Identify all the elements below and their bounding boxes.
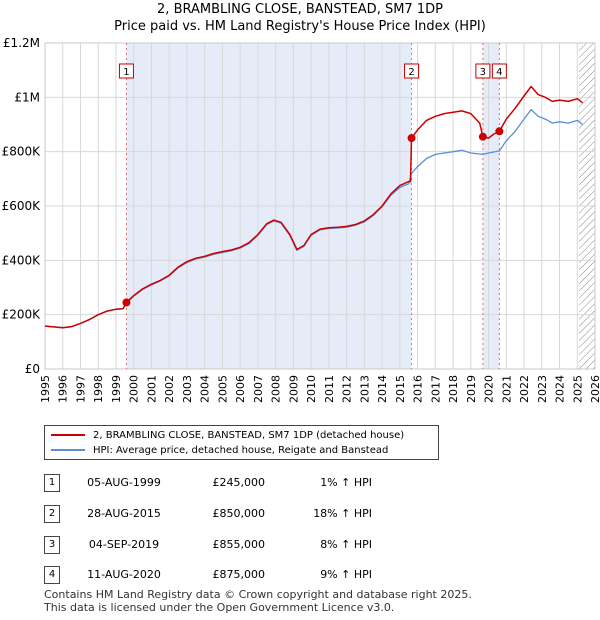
- table-row-price: £245,000: [212, 476, 266, 489]
- table-row-price: £855,000: [212, 538, 266, 551]
- sale-marker-box: [475, 63, 491, 79]
- table-row-marker: 2: [44, 505, 60, 523]
- x-tick-label: 2026: [589, 375, 600, 403]
- table-row-date: 05-AUG-1999: [87, 476, 161, 489]
- table-row-price: £850,000: [212, 507, 266, 520]
- x-tick-label: 2010: [305, 375, 318, 403]
- x-tick-label: 1996: [57, 375, 70, 403]
- x-tick-label: 2024: [554, 375, 567, 403]
- sale-marker-label: 2: [408, 67, 414, 78]
- x-tick-label: 2012: [341, 375, 354, 403]
- table-row-hpi: 9% ↑ HPI: [320, 568, 372, 581]
- x-tick-label: 2015: [394, 375, 407, 403]
- sale-marker-label: 3: [480, 67, 486, 78]
- x-tick-label: 2007: [252, 375, 265, 403]
- x-tick-label: 2021: [500, 375, 513, 403]
- table-row-hpi: 8% ↑ HPI: [320, 538, 372, 551]
- x-tick-label: 2018: [447, 375, 460, 403]
- x-tick-label: 2014: [376, 375, 389, 403]
- chart-subtitle: Price paid vs. HM Land Registry's House …: [114, 19, 486, 34]
- x-tick-label: 1997: [74, 375, 87, 403]
- chart-legend: 2, BRAMBLING CLOSE, BANSTEAD, SM7 1DP (d…: [44, 425, 439, 460]
- legend-item-property: 2, BRAMBLING CLOSE, BANSTEAD, SM7 1DP (d…: [51, 429, 404, 443]
- legend-label-hpi: HPI: Average price, detached house, Reig…: [93, 445, 389, 456]
- x-tick-label: 2011: [323, 375, 336, 403]
- x-tick-label: 1998: [92, 375, 105, 403]
- sale-marker-box: [491, 63, 507, 79]
- x-tick-label: 2017: [429, 375, 442, 403]
- x-tick-label: 2003: [181, 375, 194, 403]
- x-tick-label: 2001: [145, 375, 158, 403]
- x-tick-label: 2022: [518, 375, 531, 403]
- sale-marker-box: [118, 63, 134, 79]
- x-tick-label: 2025: [571, 375, 584, 403]
- sale-point: [495, 127, 504, 136]
- sale-point: [407, 134, 416, 143]
- sale-marker-label: 1: [123, 67, 129, 78]
- x-tick-label: 2023: [536, 375, 549, 403]
- table-row-date: 11-AUG-2020: [87, 568, 161, 581]
- table-row-price: £875,000: [212, 568, 266, 581]
- table-row: 2 28-AUG-2015 £850,000 18% ↑ HPI: [0, 505, 600, 525]
- x-tick-label: 2006: [234, 375, 247, 403]
- y-tick-label: £200K: [2, 308, 42, 322]
- sale-marker-label: 4: [496, 67, 502, 78]
- x-tick-label: 1995: [39, 375, 52, 403]
- x-tick-label: 1999: [110, 375, 123, 403]
- legend-swatch-hpi: [51, 449, 85, 451]
- x-tick-label: 2013: [358, 375, 371, 403]
- legend-swatch-property: [51, 434, 85, 436]
- table-row-marker: 3: [44, 536, 60, 554]
- table-row: 1 05-AUG-1999 £245,000 1% ↑ HPI: [0, 474, 600, 494]
- x-tick-label: 2004: [199, 375, 212, 403]
- x-tick-label: 2002: [163, 375, 176, 403]
- y-tick-label: £400K: [2, 253, 42, 267]
- table-row-marker: 1: [44, 474, 60, 492]
- x-tick-label: 2019: [465, 375, 478, 403]
- footer-copyright: Contains HM Land Registry data © Crown c…: [44, 588, 472, 601]
- table-row-hpi: 18% ↑ HPI: [313, 507, 372, 520]
- y-tick-label: £1M: [14, 90, 40, 104]
- sale-point: [478, 132, 487, 141]
- table-row-date: 28-AUG-2015: [87, 507, 161, 520]
- legend-item-hpi: HPI: Average price, detached house, Reig…: [51, 444, 388, 458]
- price-chart: £0 £200K £400K £600K £800K £1M £1.2M 1995 1996 19…: [2, 36, 600, 403]
- table-row-marker: 4: [44, 566, 60, 584]
- table-row: 4 11-AUG-2020 £875,000 9% ↑ HPI: [0, 566, 600, 586]
- y-tick-label: £1.2M: [3, 36, 40, 50]
- chart-title: 2, BRAMBLING CLOSE, BANSTEAD, SM7 1DP: [157, 2, 443, 17]
- legend-label-property: 2, BRAMBLING CLOSE, BANSTEAD, SM7 1DP (d…: [93, 430, 405, 441]
- x-tick-label: 2016: [412, 375, 425, 403]
- y-tick-label: £0: [25, 362, 40, 376]
- y-tick-label: £800K: [2, 145, 42, 159]
- footer-licence: This data is licensed under the Open Gov…: [44, 601, 395, 614]
- x-tick-label: 2000: [128, 375, 141, 403]
- sale-point: [122, 298, 131, 307]
- table-row: 3 04-SEP-2019 £855,000 8% ↑ HPI: [0, 536, 600, 556]
- sale-marker-box: [404, 63, 420, 79]
- plot-border: [44, 42, 596, 370]
- footer: Contains HM Land Registry data © Crown c…: [44, 588, 472, 614]
- x-tick-label: 2005: [216, 375, 229, 403]
- x-tick-label: 2009: [287, 375, 300, 403]
- x-tick-label: 2020: [483, 375, 496, 403]
- table-row-hpi: 1% ↑ HPI: [320, 476, 372, 489]
- y-tick-label: £600K: [2, 199, 42, 213]
- table-row-date: 04-SEP-2019: [88, 538, 160, 551]
- x-tick-label: 2008: [270, 375, 283, 403]
